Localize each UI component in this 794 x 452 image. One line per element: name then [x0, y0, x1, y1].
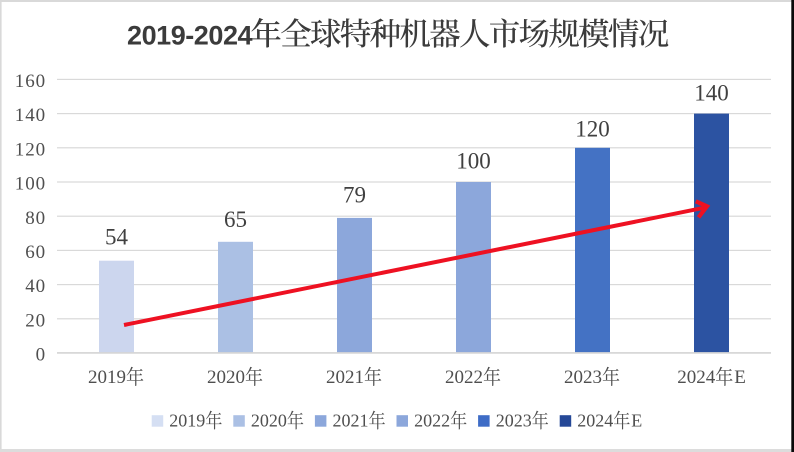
svg-text:60: 60 — [25, 242, 46, 263]
svg-text:160: 160 — [15, 71, 46, 92]
svg-text:2020: 2020 — [251, 411, 287, 431]
svg-text:2019-2024: 2019-2024 — [127, 20, 253, 50]
svg-text:79: 79 — [343, 183, 366, 208]
svg-text:2024: 2024 — [677, 367, 716, 388]
svg-text:65: 65 — [224, 207, 247, 232]
svg-text:2022: 2022 — [414, 411, 450, 431]
svg-text:2024: 2024 — [577, 411, 613, 431]
svg-text:100: 100 — [456, 148, 491, 173]
svg-text:2021: 2021 — [326, 367, 364, 388]
svg-text:2023: 2023 — [496, 411, 532, 431]
svg-text:80: 80 — [25, 208, 46, 229]
svg-text:54: 54 — [105, 224, 129, 249]
svg-text:120: 120 — [15, 139, 46, 160]
svg-text:120: 120 — [575, 116, 610, 141]
svg-text:2020: 2020 — [207, 367, 245, 388]
svg-text:0: 0 — [36, 345, 46, 366]
svg-text:2021: 2021 — [333, 411, 369, 431]
svg-text:100: 100 — [15, 174, 46, 195]
svg-text:E: E — [631, 411, 642, 431]
svg-text:E: E — [734, 367, 746, 388]
svg-text:2019: 2019 — [169, 411, 205, 431]
svg-text:40: 40 — [25, 276, 46, 297]
svg-text:140: 140 — [15, 105, 46, 126]
svg-text:140: 140 — [694, 80, 729, 105]
svg-text:20: 20 — [25, 310, 46, 331]
svg-text:2023: 2023 — [564, 367, 602, 388]
svg-text:2019: 2019 — [88, 367, 126, 388]
svg-text:2022: 2022 — [445, 367, 483, 388]
